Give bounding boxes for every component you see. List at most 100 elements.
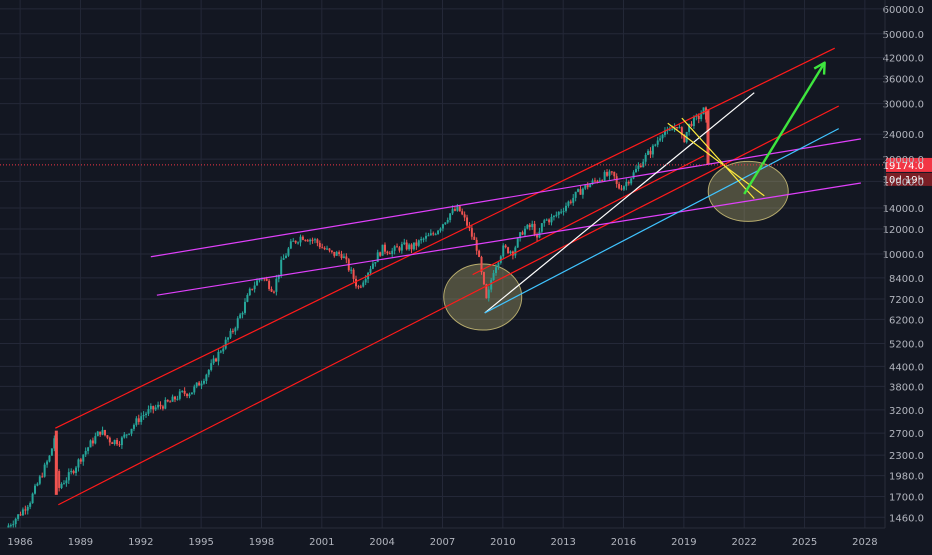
candle-body bbox=[263, 278, 266, 280]
candle-body bbox=[446, 219, 449, 223]
candle-body bbox=[591, 180, 594, 185]
candle-body bbox=[43, 464, 46, 477]
candle-body bbox=[89, 440, 92, 448]
candle-body bbox=[593, 180, 596, 182]
candle-body bbox=[704, 107, 707, 120]
candle-body bbox=[77, 459, 80, 468]
yellow-trend-line-2 bbox=[681, 117, 755, 199]
candle-body bbox=[410, 244, 413, 250]
candle-body bbox=[181, 390, 184, 392]
candle-body bbox=[661, 134, 664, 139]
candle-body bbox=[439, 228, 442, 231]
candle-body bbox=[441, 224, 444, 229]
candle-body bbox=[227, 337, 230, 340]
candle-body bbox=[615, 176, 618, 184]
candle-body bbox=[391, 250, 394, 255]
candle-body bbox=[569, 201, 572, 203]
candle-body bbox=[282, 258, 285, 260]
candle-body bbox=[217, 351, 220, 362]
candle-body bbox=[608, 171, 611, 176]
candle-body bbox=[702, 107, 705, 115]
x-tick-label: 1989 bbox=[68, 537, 93, 548]
candle-body bbox=[338, 252, 341, 255]
candle-body bbox=[528, 224, 531, 228]
candle-body bbox=[36, 483, 39, 486]
candle-body bbox=[130, 428, 133, 434]
candle-body bbox=[371, 263, 374, 269]
candle-body bbox=[164, 399, 167, 409]
candle-body bbox=[581, 188, 584, 195]
price-label-bg bbox=[886, 157, 932, 172]
candle-body bbox=[224, 339, 227, 349]
candle-body bbox=[147, 409, 150, 414]
countdown-label: 10d 19h bbox=[883, 175, 924, 186]
candle-body bbox=[659, 138, 662, 141]
candle-body bbox=[137, 418, 140, 422]
countdown-label-bg bbox=[886, 172, 932, 186]
candle-body bbox=[26, 506, 29, 511]
candle-body bbox=[466, 217, 469, 226]
candle-body bbox=[545, 219, 548, 221]
candle-body bbox=[79, 459, 82, 462]
candle-body bbox=[316, 239, 319, 243]
candle-body bbox=[229, 330, 232, 338]
candle-body bbox=[21, 509, 24, 516]
candle-body bbox=[470, 228, 473, 237]
candle-body bbox=[171, 396, 174, 402]
candle-body bbox=[451, 209, 454, 214]
candle-body bbox=[272, 291, 275, 293]
candle-body bbox=[12, 524, 15, 526]
candle-body bbox=[504, 245, 507, 248]
candle-body bbox=[642, 161, 645, 168]
y-tick-label: 2300.0 bbox=[889, 451, 924, 462]
candle-body bbox=[106, 435, 109, 438]
candle-body bbox=[207, 369, 210, 375]
y-tick-label: 1700.0 bbox=[889, 492, 924, 503]
candle-body bbox=[38, 476, 41, 484]
candle-body bbox=[328, 248, 331, 251]
candle-body bbox=[101, 430, 104, 435]
candle-body bbox=[251, 288, 254, 290]
candle-body bbox=[557, 211, 560, 215]
candle-body bbox=[145, 413, 148, 415]
candle-body bbox=[688, 123, 691, 132]
candle-body bbox=[482, 272, 485, 285]
candle-body bbox=[236, 318, 239, 329]
candle-body bbox=[275, 278, 278, 292]
candle-body bbox=[632, 172, 635, 179]
candle-body bbox=[376, 252, 379, 263]
candle-body bbox=[627, 182, 630, 184]
candle-body bbox=[9, 525, 12, 527]
candle-body bbox=[268, 280, 271, 289]
y-tick-label: 10000.0 bbox=[883, 250, 924, 261]
green-arrow-head bbox=[813, 61, 826, 75]
candle-body bbox=[492, 273, 495, 281]
candle-body bbox=[536, 235, 539, 238]
candle-body bbox=[120, 437, 123, 446]
x-tick-label: 2013 bbox=[550, 537, 575, 548]
candle-body bbox=[622, 186, 625, 190]
candle-body bbox=[188, 394, 191, 397]
candle-body bbox=[248, 288, 251, 296]
candle-body bbox=[304, 239, 307, 241]
candle-body bbox=[193, 386, 196, 393]
candle-body bbox=[666, 130, 669, 132]
candle-body bbox=[178, 391, 181, 399]
candle-body bbox=[403, 242, 406, 245]
price-label: 19174.0 bbox=[883, 161, 924, 172]
y-tick-label: 42000.0 bbox=[883, 54, 924, 65]
candle-body bbox=[140, 416, 143, 422]
red-channel-midline bbox=[472, 155, 705, 276]
candle-body bbox=[195, 382, 198, 387]
candle-body bbox=[166, 399, 169, 402]
axes[interactable]: 1460.0 1700.0 1980.0 2300.0 2700.0 3200.0 3800… bbox=[0, 0, 924, 548]
x-tick-label: 1995 bbox=[188, 537, 213, 548]
candle-body bbox=[412, 242, 415, 250]
candle-body bbox=[142, 414, 145, 417]
candle-body bbox=[417, 240, 420, 246]
candle-body bbox=[159, 404, 162, 407]
candle-body bbox=[393, 246, 396, 251]
candle-body bbox=[202, 380, 205, 384]
